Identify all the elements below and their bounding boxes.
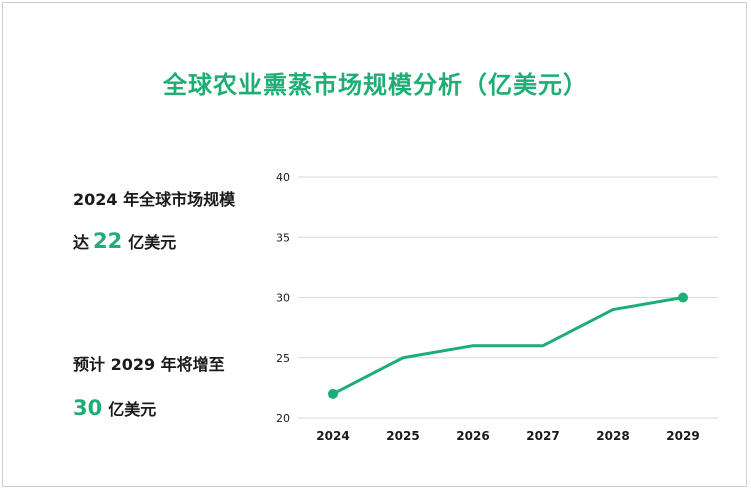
chart-frame: 全球农业熏蒸市场规模分析（亿美元） 2024 年全球市场规模 达 22 亿美元 预计… (2, 2, 747, 487)
y-tick-label-30: 30 (276, 292, 290, 305)
stat-2029-value: 30 (73, 396, 103, 420)
stat-2029-label: 预计 2029 年将增至 (73, 355, 225, 374)
x-tick-label-2027: 2027 (526, 429, 559, 443)
y-tick-label-25: 25 (276, 352, 290, 365)
stat-2024-label: 2024 年全球市场规模 (73, 190, 236, 209)
x-tick-label-2026: 2026 (456, 429, 489, 443)
x-tick-label-2025: 2025 (386, 429, 419, 443)
stat-2029-unit: 亿美元 (108, 400, 157, 419)
y-tick-label-20: 20 (276, 412, 290, 425)
x-tick-label-2028: 2028 (596, 429, 629, 443)
page-title: 全球农业熏蒸市场规模分析（亿美元） (163, 71, 588, 99)
stat-line-2029: 预计 2029 年将增至 (73, 351, 225, 375)
stat-2024-value: 22 (93, 229, 123, 253)
data-point-2024 (328, 388, 338, 399)
series-line (331, 296, 685, 396)
stat-line-2024: 2024 年全球市场规模 (73, 186, 235, 210)
x-tick-label-2029: 2029 (666, 429, 699, 443)
stat-2024-prefix: 达 (73, 233, 90, 252)
stat-2024-unit: 亿美元 (128, 233, 177, 252)
y-tick-label-40: 40 (276, 171, 290, 184)
stat-line-2024-value: 达 22 亿美元 (73, 229, 176, 253)
x-tick-label-2024: 2024 (316, 429, 349, 443)
data-point-2029 (678, 292, 688, 303)
stat-line-2029-value: 30 亿美元 (73, 396, 156, 420)
y-tick-label-35: 35 (276, 231, 290, 244)
